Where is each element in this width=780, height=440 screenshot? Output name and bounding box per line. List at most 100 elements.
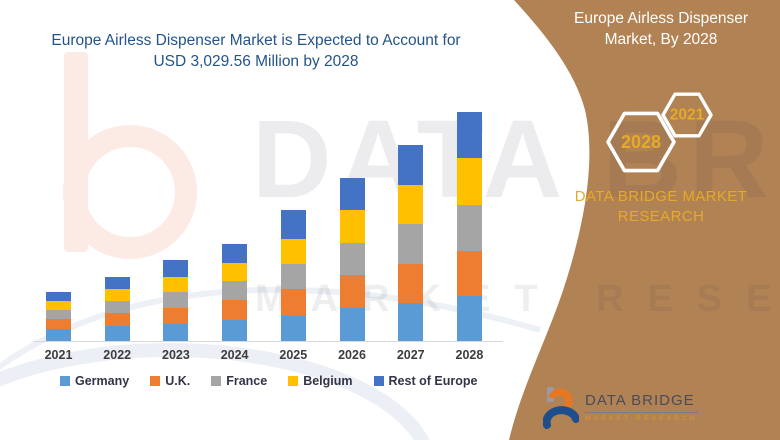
bar-segment-rest-of-europe — [46, 292, 71, 302]
x-axis-line — [33, 341, 503, 342]
legend-label: U.K. — [165, 374, 191, 388]
footer-logo-name: DATA BRIDGE — [585, 392, 698, 413]
bar-segment-france — [398, 223, 424, 264]
x-axis-label: 2023 — [162, 348, 190, 362]
logo-watermark — [0, 52, 541, 440]
bar-stack — [456, 112, 482, 341]
bar-segment-u-k- — [339, 275, 365, 309]
bar-segment-belgium — [280, 238, 306, 265]
legend-item-france: France — [211, 374, 267, 388]
legend-swatch — [373, 376, 384, 386]
bar-segment-belgium — [398, 184, 424, 224]
legend-swatch — [150, 376, 161, 386]
watermark-b-bowl — [63, 125, 197, 259]
chart-title: Europe Airless Dispenser Market is Expec… — [28, 30, 484, 72]
bar-segment-u-k- — [163, 308, 189, 324]
x-axis-label: 2028 — [455, 348, 484, 362]
legend-label: Rest of Europe — [388, 374, 478, 388]
bar-segment-belgium — [163, 277, 189, 292]
brand-text: DATA BRIDGE MARKET RESEARCH — [548, 187, 774, 227]
bar-group-2028: 2028 — [456, 112, 483, 362]
bar-segment-france — [456, 204, 482, 252]
legend-item-belgium: Belgium — [288, 374, 353, 388]
legend-label: Germany — [75, 374, 130, 388]
bar-group-2021: 2021 — [45, 112, 72, 362]
brand-text-line1: DATA BRIDGE MARKET — [574, 188, 748, 205]
bar-segment-belgium — [339, 210, 365, 244]
watermark-swoosh-thin — [0, 286, 541, 371]
bar-stack — [46, 292, 71, 341]
x-axis-label: 2027 — [396, 348, 425, 362]
legend-swatch — [288, 376, 299, 386]
bar-segment-belgium — [456, 158, 482, 205]
bar-group-2023: 2023 — [162, 112, 190, 362]
plot-area: 2021 2022 2023 2024 2025 2026 2027 2028 — [33, 112, 495, 362]
x-axis-label: 2022 — [103, 348, 132, 362]
footer-logo: DATA BRIDGE MARKET RESEARCH — [543, 386, 698, 430]
bar-segment-belgium — [46, 301, 71, 311]
hexagon-2021-label: 2021 — [670, 107, 705, 124]
bar-segment-rest-of-europe — [456, 112, 482, 159]
bar-stack — [104, 276, 130, 341]
year-hexagons: 2021 2028 — [606, 92, 713, 173]
bar-segment-u-k- — [280, 288, 306, 317]
hexagon-2021: 2021 — [661, 92, 713, 138]
data-bridge-logo-icon — [543, 387, 579, 429]
watermark-swoosh-large — [0, 343, 430, 440]
bar-segment-germany — [339, 308, 365, 341]
bar-group-2026: 2026 — [338, 112, 366, 362]
brand-text-line2: RESEARCH — [617, 208, 705, 225]
legend-item-rest-of-europe: Rest of Europe — [373, 374, 478, 388]
bar-segment-france — [280, 264, 306, 289]
bar-stack — [280, 210, 306, 341]
side-panel-heading-line1: Europe Airless Dispenser — [573, 10, 749, 27]
footer-logo-subtitle: MARKET RESEARCH — [585, 415, 698, 422]
x-axis-label: 2024 — [220, 348, 249, 362]
bar-segment-germany — [163, 324, 189, 341]
bar-segment-belgium — [104, 289, 130, 301]
bar-segment-germany — [456, 296, 482, 341]
bar-segment-germany — [398, 303, 424, 341]
bar-segment-france — [104, 300, 130, 314]
legend-label: France — [226, 374, 268, 388]
bar-segment-france — [46, 310, 71, 319]
bar-segment-rest-of-europe — [222, 243, 248, 264]
bar-segment-rest-of-europe — [163, 260, 189, 278]
side-panel-heading: Europe Airless Dispenser Market, By 2028 — [555, 8, 767, 50]
bar-group-2027: 2027 — [397, 112, 425, 362]
bar-segment-rest-of-europe — [398, 144, 424, 185]
bar-stack — [398, 144, 424, 341]
chart-title-line1: Europe Airless Dispenser Market is Expec… — [51, 32, 461, 49]
chart-legend: Germany U.K. France Belgium Rest of Europe — [40, 374, 530, 388]
legend-swatch — [211, 376, 222, 386]
bar-segment-france — [339, 243, 365, 276]
x-axis-label: 2026 — [338, 348, 366, 362]
bar-segment-rest-of-europe — [339, 177, 365, 211]
bar-segment-u-k- — [398, 263, 424, 304]
bar-group-2025: 2025 — [279, 112, 307, 362]
x-axis-label: 2021 — [44, 348, 73, 362]
bar-segment-u-k- — [46, 318, 71, 329]
bar-segment-france — [163, 291, 189, 309]
hexagon-2028-label: 2028 — [621, 132, 661, 152]
legend-swatch — [60, 376, 70, 386]
bar-segment-germany — [222, 319, 248, 341]
legend-item-germany: Germany — [60, 374, 129, 388]
bar-segment-u-k- — [222, 300, 248, 320]
bar-stack — [163, 260, 189, 341]
bar-segment-belgium — [222, 263, 248, 282]
bar-segment-u-k- — [104, 313, 130, 326]
bar-stack — [222, 243, 248, 341]
hexagon-2028: 2028 — [606, 111, 676, 173]
bar-segment-rest-of-europe — [280, 210, 306, 239]
bar-segment-rest-of-europe — [104, 276, 130, 290]
side-panel-heading-line2: Market, By 2028 — [604, 31, 718, 48]
bar-segment-germany — [46, 328, 71, 341]
bar-group-2022: 2022 — [103, 112, 131, 362]
side-panel-shape — [509, 0, 780, 440]
legend-label: Belgium — [303, 374, 353, 388]
bar-segment-france — [222, 281, 248, 301]
bar-segment-germany — [104, 326, 130, 341]
x-axis-label: 2025 — [279, 348, 308, 362]
